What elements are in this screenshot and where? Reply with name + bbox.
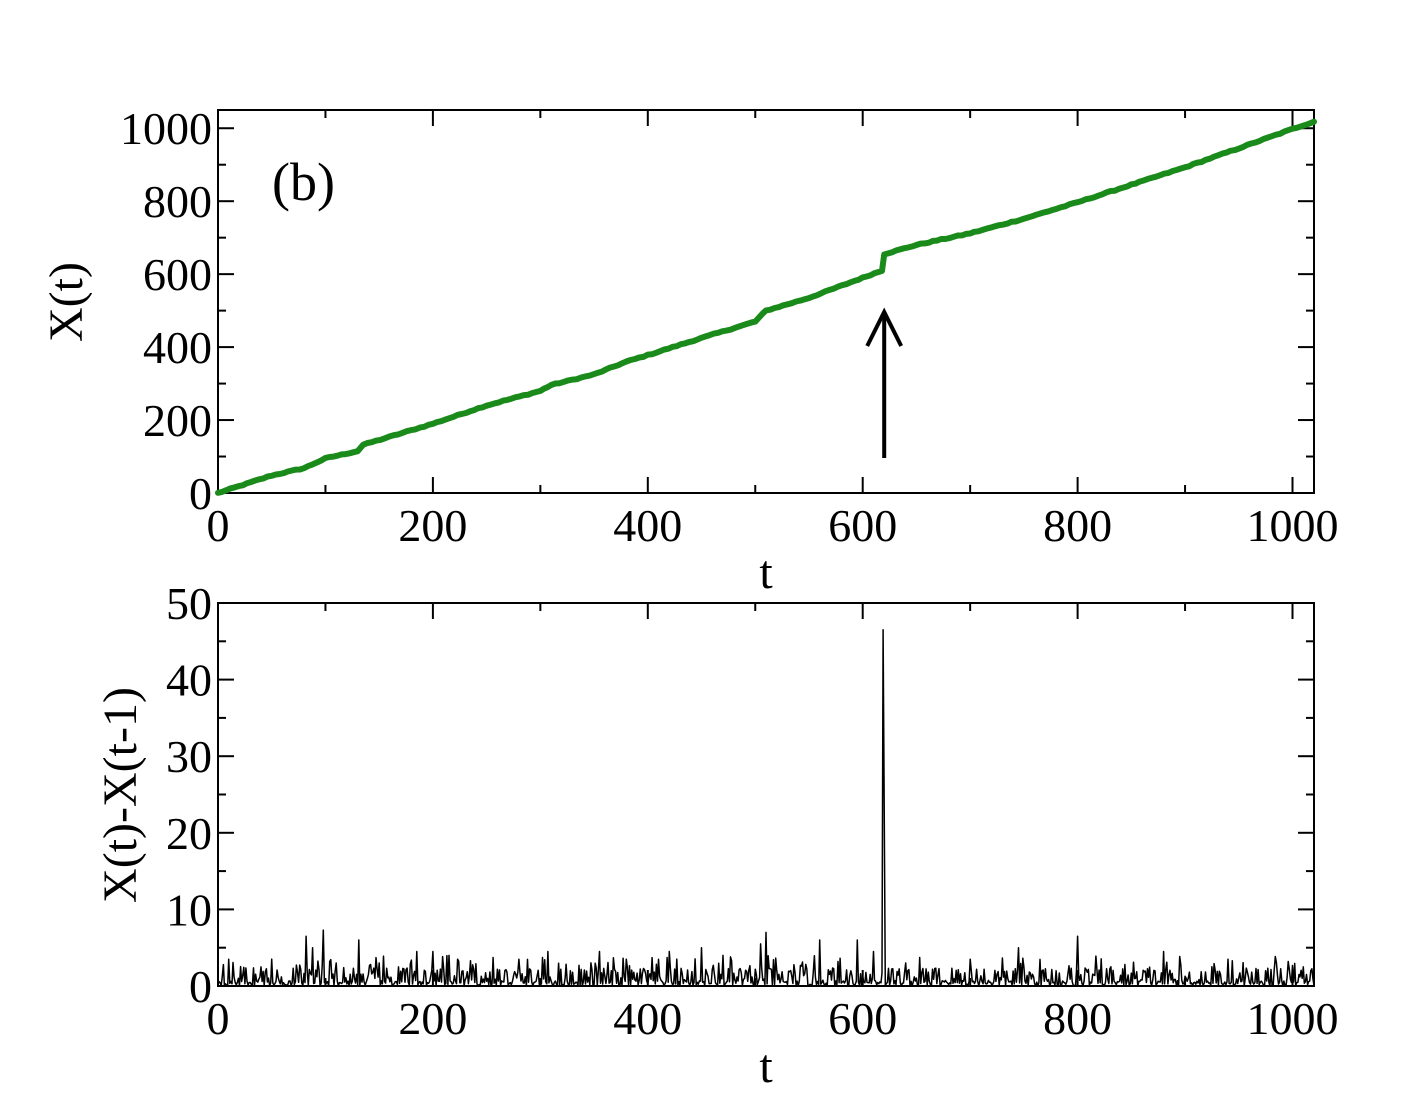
- top-x-tick-label: 600: [828, 500, 897, 551]
- top-y-tick-labels: 0 200 400 600 800 1000: [120, 103, 212, 519]
- top-y-tick-label: 1000: [120, 103, 212, 154]
- top-series-line: [215, 118, 1317, 496]
- top-y-tick-label: 600: [143, 249, 212, 300]
- bottom-x-tick-label: 400: [613, 993, 682, 1044]
- top-ticks: [217, 110, 1314, 494]
- bottom-y-tick-label: 30: [166, 731, 212, 782]
- panel-label: (b): [272, 152, 335, 212]
- top-x-tick-label: 400: [613, 500, 682, 551]
- bottom-plot-frame: [217, 602, 1315, 987]
- bottom-x-tick-label: 600: [828, 993, 897, 1044]
- bottom-x-tick-label: 1000: [1247, 993, 1339, 1044]
- top-x-tick-label: 1000: [1247, 500, 1339, 551]
- top-y-tick-label: 0: [189, 468, 212, 519]
- top-y-tick-label: 200: [143, 395, 212, 446]
- top-x-axis-title: t: [759, 546, 773, 599]
- bottom-ticks: [217, 602, 1314, 987]
- top-plot-frame: [217, 109, 1315, 494]
- bottom-y-tick-labels: 0 10 20 30 40 50: [166, 578, 212, 1012]
- top-x-tick-label: 200: [398, 500, 467, 551]
- bottom-y-tick-label: 10: [166, 884, 212, 935]
- bottom-x-axis-title: t: [759, 1040, 773, 1093]
- top-x-tick-label: 800: [1043, 500, 1112, 551]
- top-y-axis-title: X(t): [40, 262, 93, 342]
- bottom-y-tick-label: 40: [166, 655, 212, 706]
- bottom-y-tick-label: 0: [189, 961, 212, 1012]
- bottom-y-axis-title: X(t)-X(t-1): [94, 687, 147, 903]
- bottom-y-tick-label: 20: [166, 808, 212, 859]
- top-x-tick-label: 0: [207, 500, 230, 551]
- top-x-tick-labels: 0 200 400 600 800 1000: [207, 500, 1339, 551]
- top-y-tick-label: 400: [143, 322, 212, 373]
- top-y-tick-label: 800: [143, 176, 212, 227]
- arrow-head: [865, 307, 903, 347]
- bottom-panel: 0 200 400 600 800 1000 0 10 20 30 40 50 t X(t)-X(t…: [94, 578, 1339, 1093]
- bottom-x-tick-label: 800: [1043, 993, 1112, 1044]
- bottom-y-tick-label: 50: [166, 578, 212, 629]
- bottom-x-tick-labels: 0 200 400 600 800 1000: [207, 993, 1339, 1044]
- bottom-x-tick-label: 200: [398, 993, 467, 1044]
- bottom-series-line: [217, 629, 1315, 987]
- bottom-x-tick-label: 0: [207, 993, 230, 1044]
- jump-arrow: [865, 307, 903, 458]
